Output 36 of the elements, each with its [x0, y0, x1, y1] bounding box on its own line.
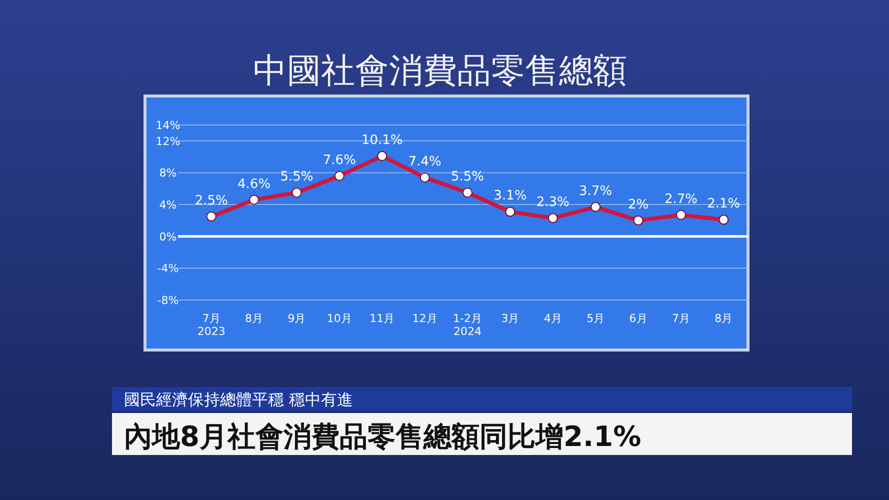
data-label: 10.1%	[361, 133, 403, 148]
y-tick-label: 4%	[159, 198, 177, 212]
x-tick-label: 5月	[586, 312, 605, 325]
data-label: 3.1%	[494, 188, 527, 204]
data-label: 2%	[628, 197, 649, 212]
chart-title: 中國社會消費品零售總額	[253, 51, 627, 91]
x-tick-label: 6月	[629, 312, 648, 325]
data-label: 2.3%	[536, 195, 570, 210]
x-tick-label: 1-2月 2024	[453, 312, 482, 338]
data-label: 7.4%	[408, 154, 442, 170]
data-label: 7.6%	[322, 152, 356, 168]
data-label: 2.5%	[194, 193, 228, 208]
data-label: 4.6%	[238, 176, 271, 192]
x-tick-label: 11月	[370, 312, 395, 325]
text: 國民經濟保持總體平穩 穩中有進	[124, 390, 354, 409]
x-tick-label: 4月	[544, 312, 562, 325]
y-tick-label: 0%	[159, 230, 177, 244]
data-label: 5.5%	[450, 170, 484, 185]
y-tick-label: -4%	[157, 262, 179, 276]
data-label: 3.7%	[579, 184, 612, 199]
x-tick-label: 3月	[501, 312, 520, 325]
data-label: 2.7%	[664, 192, 698, 207]
x-tick-label: 10月	[326, 312, 352, 325]
y-tick-label: 8%	[159, 166, 177, 180]
x-tick-label: 8月	[245, 312, 264, 325]
x-tick-label: 7月	[672, 312, 690, 325]
y-tick-label: -8%	[157, 294, 179, 307]
x-tick-label: 7月 2023	[197, 312, 226, 338]
y-tick-label: 14%	[156, 119, 180, 132]
y-tick-label: 12%	[156, 134, 180, 148]
x-tick-label: 8月	[714, 312, 733, 325]
data-label: 5.5%	[280, 170, 314, 185]
x-tick-label: 9月	[288, 312, 306, 325]
x-tick-label: 12月	[412, 312, 438, 325]
text: 內地8月社會消費品零售總額同比增2.1%	[124, 420, 642, 453]
data-label: 2.1%	[707, 196, 740, 212]
